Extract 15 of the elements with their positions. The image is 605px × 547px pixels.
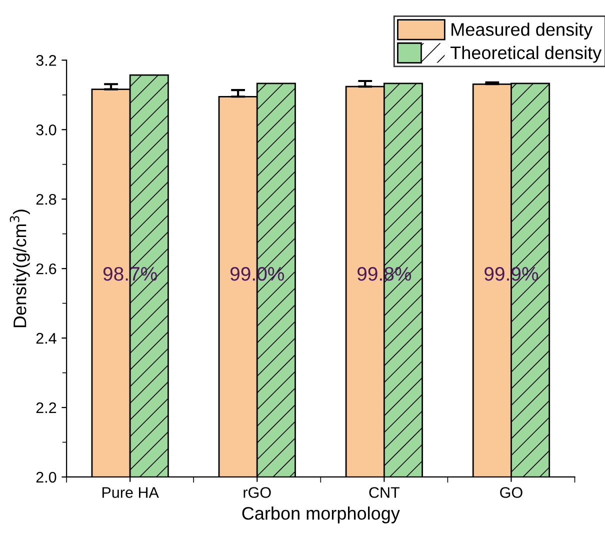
legend-label: Theoretical density	[450, 46, 602, 63]
y-axis-title: Density(g/cm$^{3}$)	[10, 210, 30, 328]
x-tick-label: Pure HA	[102, 487, 159, 498]
y-tick-label: 2.4	[36, 332, 56, 344]
y-tick-label: 2.8	[36, 194, 56, 205]
y-tick-label: 2.0	[36, 472, 56, 483]
y-tick-label: 2.2	[36, 402, 56, 414]
x-tick-label: rGO	[244, 487, 271, 498]
x-tick-label: GO	[500, 487, 522, 498]
y-tick-label: 2.6	[36, 263, 56, 274]
y-tick-label: 3.0	[36, 124, 56, 136]
legend-label: Measured density	[452, 22, 593, 40]
y-tick-label: 3.2	[36, 55, 56, 66]
x-tick-label: CNT	[369, 487, 400, 498]
x-axis-title: Carbon morphology	[242, 506, 400, 524]
